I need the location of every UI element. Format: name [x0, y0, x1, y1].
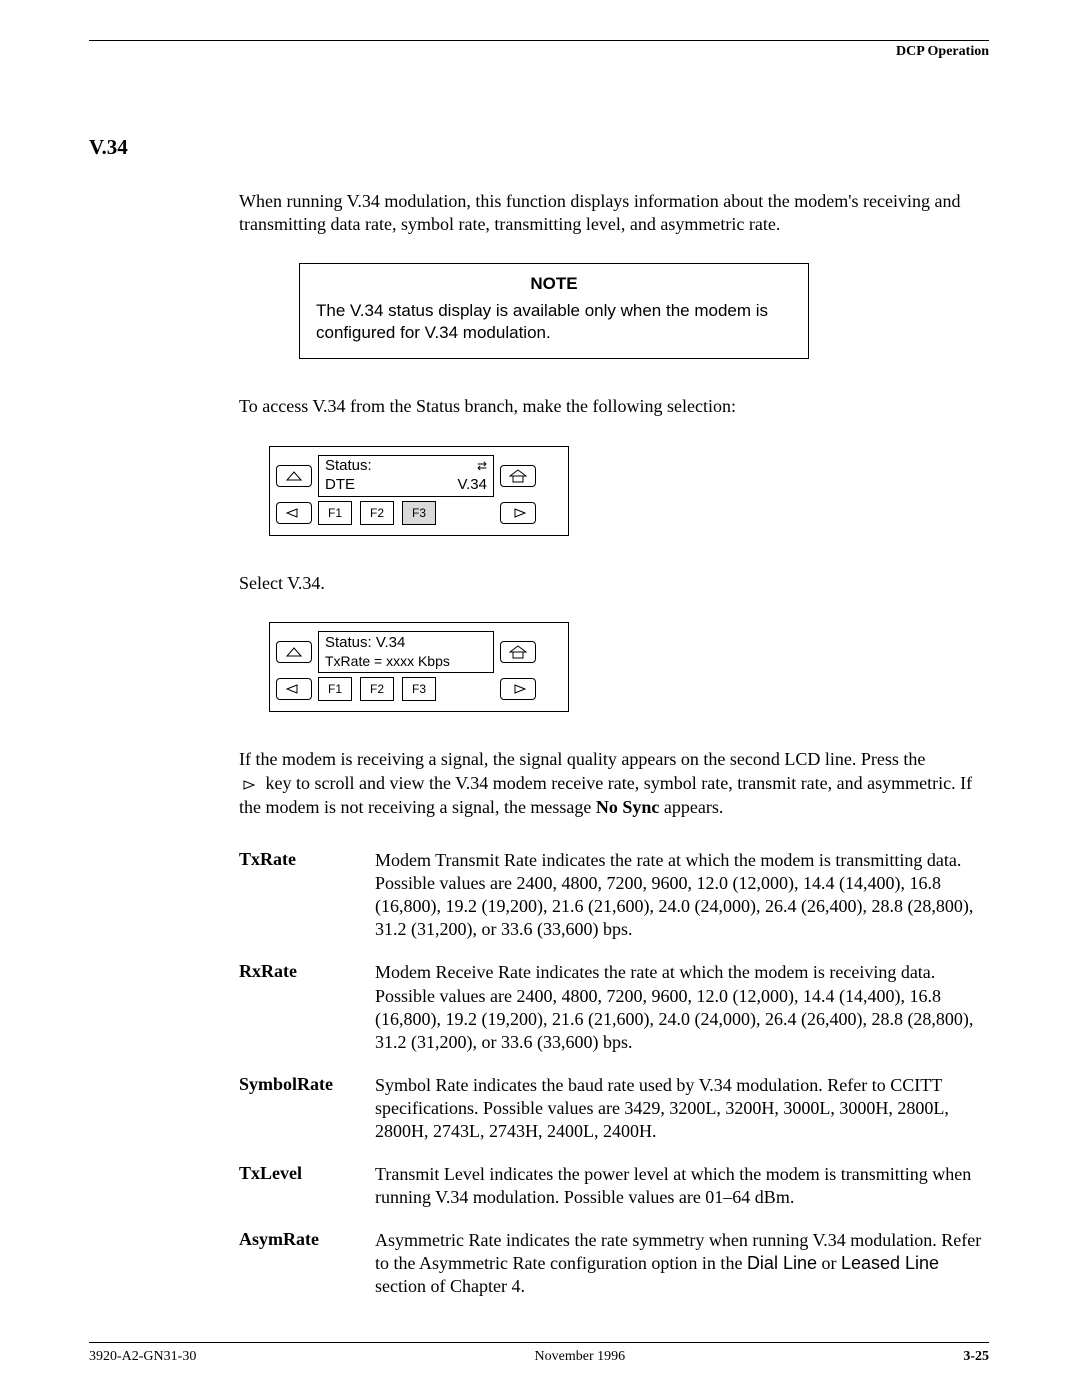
lcd-line2-right: V.34	[458, 476, 487, 495]
swap-icon: ⇄	[477, 460, 487, 472]
def-rxrate: RxRate Modem Receive Rate indicates the …	[239, 961, 989, 1053]
def-desc: Asymmetric Rate indicates the rate symme…	[375, 1229, 989, 1298]
footer-date: November 1996	[535, 1349, 626, 1365]
lcd-row-bottom: F1 F2 F3	[276, 501, 562, 525]
home-icon	[509, 469, 527, 483]
no-sync-label: No Sync	[596, 797, 660, 817]
def-term: TxLevel	[239, 1163, 375, 1209]
note-title: NOTE	[316, 274, 792, 294]
signal-paragraph: If the modem is receiving a signal, the …	[239, 748, 989, 819]
home-button[interactable]	[500, 465, 536, 487]
def-desc: Symbol Rate indicates the baud rate used…	[375, 1074, 989, 1143]
f3-key[interactable]: F3	[402, 501, 436, 525]
f2-key[interactable]: F2	[360, 677, 394, 701]
lcd-line1: Status: V.34	[325, 634, 487, 653]
def-desc: Modem Receive Rate indicates the rate at…	[375, 961, 989, 1053]
def-txlevel: TxLevel Transmit Level indicates the pow…	[239, 1163, 989, 1209]
def-term: TxRate	[239, 849, 375, 941]
lcd-display: Status: ⇄ DTE V.34	[318, 455, 494, 497]
lcd-display: Status: V.34 TxRate = xxxx Kbps	[318, 631, 494, 673]
triangle-right-icon	[510, 508, 526, 518]
footer-page-number: 3-25	[963, 1349, 989, 1365]
asym-mid: or	[817, 1253, 841, 1273]
triangle-up-icon	[286, 471, 302, 481]
f1-key[interactable]: F1	[318, 501, 352, 525]
body: When running V.34 modulation, this funct…	[239, 190, 989, 1298]
right-button[interactable]	[500, 502, 536, 524]
f1-key[interactable]: F1	[318, 677, 352, 701]
def-desc: Modem Transmit Rate indicates the rate a…	[375, 849, 989, 941]
right-key-icon	[239, 773, 255, 796]
footer-doc-id: 3920-A2-GN31-30	[89, 1349, 196, 1365]
lcd-panel-v34: Status: V.34 TxRate = xxxx Kbps F1 F2	[269, 622, 569, 712]
note-box: NOTE The V.34 status display is availabl…	[299, 263, 809, 359]
f2-key[interactable]: F2	[360, 501, 394, 525]
top-rule	[89, 40, 989, 41]
right-button[interactable]	[500, 678, 536, 700]
def-asymrate: AsymRate Asymmetric Rate indicates the r…	[239, 1229, 989, 1298]
intro-paragraph: When running V.34 modulation, this funct…	[239, 190, 989, 235]
def-desc: Transmit Level indicates the power level…	[375, 1163, 989, 1209]
home-icon	[509, 645, 527, 659]
left-button[interactable]	[276, 678, 312, 700]
up-button[interactable]	[276, 641, 312, 663]
footer-rule	[89, 1342, 989, 1343]
note-text: The V.34 status display is available onl…	[316, 300, 792, 344]
triangle-left-icon	[286, 684, 302, 694]
left-button[interactable]	[276, 502, 312, 524]
access-paragraph: To access V.34 from the Status branch, m…	[239, 395, 989, 418]
page-content: DCP Operation V.34 When running V.34 mod…	[89, 40, 989, 1318]
page-footer: 3920-A2-GN31-30 November 1996 3-25	[89, 1342, 989, 1365]
def-term: AsymRate	[239, 1229, 375, 1298]
lcd-row-top: Status: ⇄ DTE V.34	[276, 455, 562, 497]
def-txrate: TxRate Modem Transmit Rate indicates the…	[239, 849, 989, 941]
lcd-line1-left: Status:	[325, 457, 372, 476]
asym-dial-line: Dial Line	[747, 1253, 817, 1273]
lcd-row-top: Status: V.34 TxRate = xxxx Kbps	[276, 631, 562, 673]
signal-part1: If the modem is receiving a signal, the …	[239, 749, 925, 769]
triangle-right-icon	[510, 684, 526, 694]
def-term: SymbolRate	[239, 1074, 375, 1143]
up-button[interactable]	[276, 465, 312, 487]
f3-key[interactable]: F3	[402, 677, 436, 701]
lcd-panel-status: Status: ⇄ DTE V.34	[269, 446, 569, 536]
lcd-row-bottom: F1 F2 F3	[276, 677, 562, 701]
triangle-up-icon	[286, 647, 302, 657]
def-symbolrate: SymbolRate Symbol Rate indicates the bau…	[239, 1074, 989, 1143]
home-button[interactable]	[500, 641, 536, 663]
def-term: RxRate	[239, 961, 375, 1053]
running-header: DCP Operation	[89, 44, 989, 60]
fkey-row: F1 F2 F3	[318, 501, 494, 525]
asym-leased-line: Leased Line	[841, 1253, 939, 1273]
lcd-line2-left: DTE	[325, 476, 355, 495]
section-title: V.34	[89, 135, 989, 160]
select-paragraph: Select V.34.	[239, 572, 989, 595]
lcd-line2: TxRate = xxxx Kbps	[325, 653, 487, 671]
fkey-row: F1 F2 F3	[318, 677, 494, 701]
signal-part3: appears.	[659, 797, 723, 817]
triangle-left-icon	[286, 508, 302, 518]
definition-list: TxRate Modem Transmit Rate indicates the…	[239, 849, 989, 1298]
asym-part2: section of Chapter 4.	[375, 1276, 525, 1296]
